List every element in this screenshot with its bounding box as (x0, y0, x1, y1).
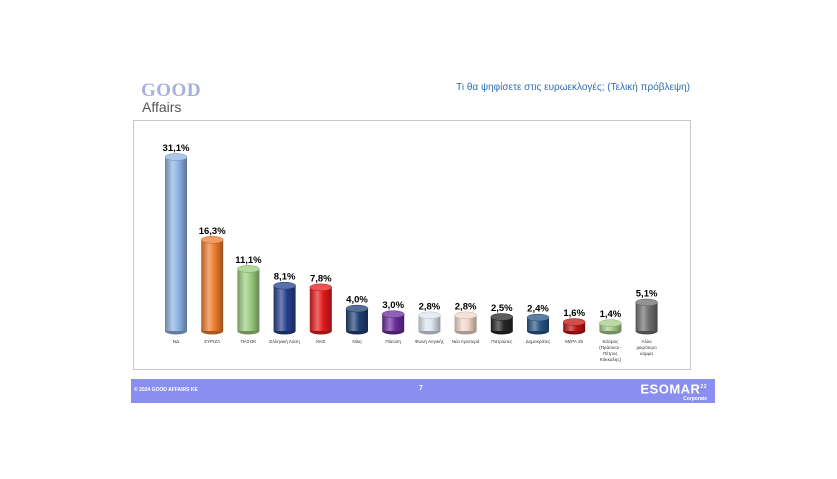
chart-title: Τι θα ψηφίσετε στις ευρωεκλογές; (Τελική… (456, 82, 690, 93)
bar-chart: 31,1% ΝΔ 16,3% ΣΥΡΙΖΑ 11,1% ΠΑΣΟΚ 8,1% Ελληνική… (163, 143, 658, 362)
bar-5 (345, 304, 369, 335)
bar-top-0 (164, 153, 188, 161)
data-label-4: 7,8% (310, 273, 332, 284)
bar-top-2 (237, 265, 260, 273)
bar-3 (273, 281, 296, 335)
bar-body-8 (454, 315, 477, 331)
bar-top-5 (345, 304, 369, 313)
bar-0 (164, 153, 188, 335)
category-label-6: Πλεύση (385, 338, 401, 344)
bar-body-2 (237, 268, 260, 331)
category-label-8: Νέα Αριστερά (452, 338, 480, 344)
category-label-13: Άλλο μικρότερο κόμμα (637, 339, 658, 356)
bar-top-10 (526, 313, 550, 322)
bar-top-11 (562, 318, 586, 326)
category-label-0: ΝΔ (173, 339, 179, 344)
footer-copyright: © 2024 GOOD AFFAIRS ΚΕ (134, 387, 198, 393)
category-label-4: ΚΚΕ (316, 339, 325, 344)
bar-4 (309, 283, 333, 335)
bar-body-10 (527, 317, 549, 331)
bars-layer: 31,1% ΝΔ 16,3% ΣΥΡΙΖΑ 11,1% ΠΑΣΟΚ 8,1% Ελληνική… (163, 143, 658, 362)
esomar-badge-sub: Corporate (683, 396, 707, 403)
esomar-badge-main: ESOMAR (640, 381, 701, 397)
bar-body-12 (599, 323, 622, 331)
data-label-8: 2,8% (455, 301, 477, 312)
good-affairs-logo: GOOD Affairs (141, 80, 211, 120)
bar-top-6 (381, 310, 405, 318)
data-label-2: 11,1% (235, 255, 262, 266)
category-label-9: Πατριώτες (491, 338, 513, 344)
page-number: 7 (419, 385, 423, 392)
category-label-3: Ελληνική Λύση (269, 338, 300, 344)
bar-top-4 (309, 283, 333, 292)
footer-bar: © 2024 GOOD AFFAIRS ΚΕ 7 ESOMAR22 Corpor… (131, 379, 715, 403)
bar-body-1 (201, 239, 224, 331)
category-label-12: Κόσμος (Πράσινοι -Πέτρος Κόκκαλης) (599, 338, 622, 362)
data-label-7: 2,8% (419, 301, 441, 312)
category-label-11: ΜέΡΑ 25 (565, 338, 583, 344)
bar-body-11 (563, 322, 586, 331)
esomar-badge-sup: 22 (700, 384, 707, 390)
bar-top-8 (454, 311, 477, 320)
bar-top-12 (599, 319, 622, 327)
category-label-2: ΠΑΣΟΚ (240, 339, 257, 344)
bar-body-4 (309, 287, 332, 331)
bar-body-0 (165, 157, 187, 331)
data-label-9: 2,5% (491, 303, 513, 314)
bar-2 (237, 265, 260, 335)
data-label-1: 16,3% (199, 226, 226, 237)
category-label-5: Νίκη (352, 339, 362, 344)
data-label-5: 4,0% (346, 295, 368, 306)
bar-body-13 (635, 302, 658, 331)
logo-good-text: GOOD (141, 80, 202, 101)
bar-body-7 (418, 315, 441, 331)
bar-6 (381, 310, 405, 335)
bar-10 (526, 313, 550, 335)
data-label-3: 8,1% (274, 272, 296, 283)
bar-7 (418, 311, 441, 335)
logo-affairs-text: Affairs (142, 99, 182, 115)
chart-frame: 31,1% ΝΔ 16,3% ΣΥΡΙΖΑ 11,1% ΠΑΣΟΚ 8,1% Ελληνική… (133, 120, 691, 370)
bar-9 (490, 313, 514, 335)
category-label-1: ΣΥΡΙΖΑ (204, 339, 221, 344)
bar-1 (200, 236, 224, 335)
data-label-6: 3,0% (382, 300, 404, 311)
bar-top-13 (635, 298, 658, 307)
esomar-badge: ESOMAR22 Corporate (640, 380, 707, 403)
data-label-12: 1,4% (600, 309, 622, 320)
bar-body-3 (273, 285, 296, 331)
category-label-10: Δημοκράτες (526, 338, 551, 344)
bar-top-1 (200, 236, 224, 244)
bar-body-5 (346, 308, 368, 331)
data-label-13: 5,1% (636, 288, 658, 299)
bar-top-7 (418, 311, 441, 320)
bar-top-3 (273, 281, 296, 290)
bar-11 (562, 318, 586, 335)
bar-body-6 (382, 314, 405, 331)
data-label-10: 2,4% (527, 304, 549, 315)
bar-13 (635, 298, 658, 335)
bar-top-9 (490, 313, 514, 321)
data-label-0: 31,1% (163, 143, 190, 154)
data-label-11: 1,6% (563, 308, 585, 319)
bar-8 (454, 311, 477, 335)
category-label-7: Φωνή Λογικής (415, 338, 445, 344)
bar-12 (599, 319, 622, 335)
bar-body-9 (490, 317, 513, 331)
